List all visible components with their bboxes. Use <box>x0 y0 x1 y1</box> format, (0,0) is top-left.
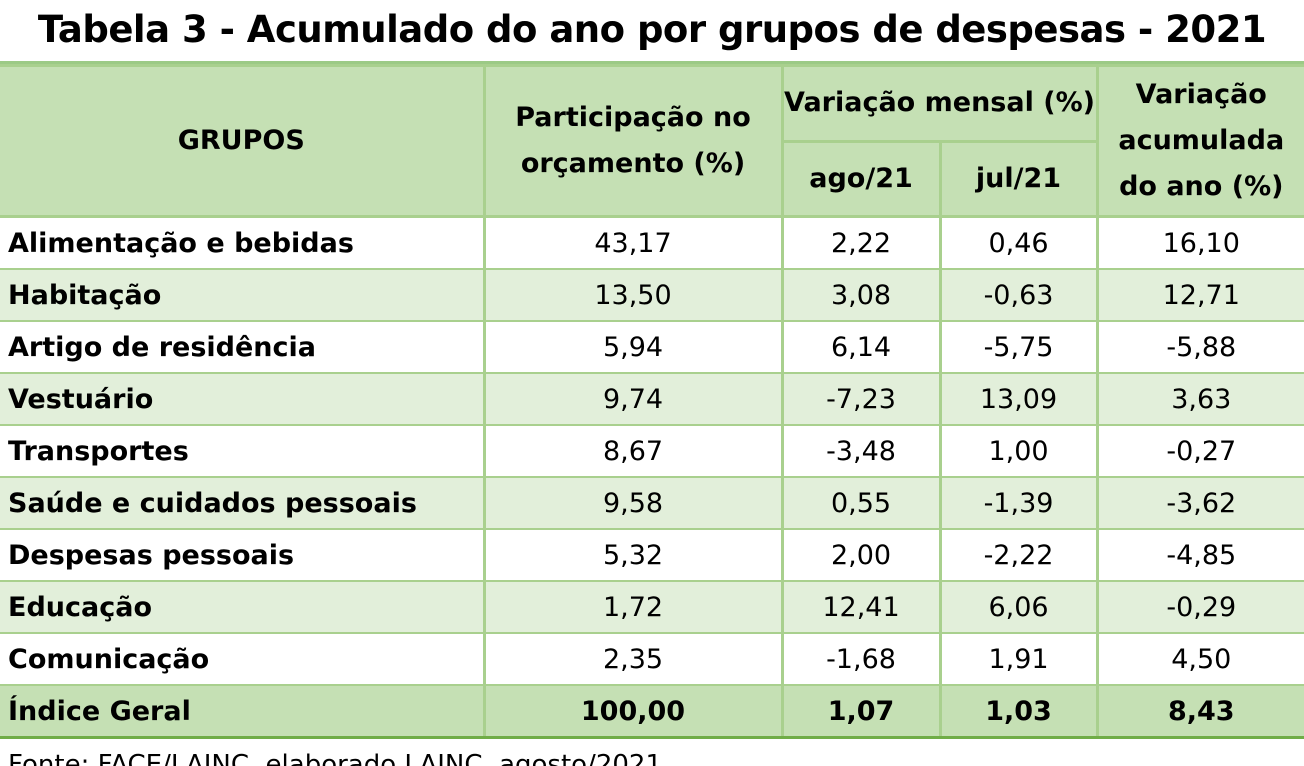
cell-participacao: 9,74 <box>482 373 784 426</box>
cell-grupo: Artigo de residência <box>0 321 486 374</box>
table-row: Transportes 8,67 -3,48 1,00 -0,27 <box>0 425 1304 478</box>
cell-acumulada: -0,29 <box>1095 581 1304 634</box>
header-jul21: jul/21 <box>938 140 1099 218</box>
cell-grupo: Vestuário <box>0 373 486 426</box>
cell-jul21: 0,46 <box>938 216 1099 270</box>
table-row: Alimentação e bebidas 43,17 2,22 0,46 16… <box>0 216 1304 270</box>
cell-grupo: Alimentação e bebidas <box>0 216 486 270</box>
cell-grupo: Despesas pessoais <box>0 529 486 582</box>
cell-grupo: Comunicação <box>0 633 486 686</box>
cell-grupo: Saúde e cuidados pessoais <box>0 477 486 530</box>
cell-acumulada: 16,10 <box>1095 216 1304 270</box>
header-grupos: GRUPOS <box>0 64 486 218</box>
header-acumulada-line3: do ano (%) <box>1119 171 1284 202</box>
cell-ago21: 0,55 <box>780 477 942 530</box>
cell-jul21: 6,06 <box>938 581 1099 634</box>
header-participacao-line1: Participação no <box>515 102 751 133</box>
expenses-table: GRUPOS Participação no orçamento (%) Var… <box>0 64 1304 739</box>
cell-acumulada: -5,88 <box>1095 321 1304 374</box>
total-row: Índice Geral 100,00 1,07 1,03 8,43 <box>0 685 1304 739</box>
cell-acumulada: 12,71 <box>1095 269 1304 322</box>
cell-acumulada: 4,50 <box>1095 633 1304 686</box>
table-body: Alimentação e bebidas 43,17 2,22 0,46 16… <box>0 216 1304 739</box>
table-title: Tabela 3 - Acumulado do ano por grupos d… <box>0 0 1304 64</box>
table-row: Habitação 13,50 3,08 -0,63 12,71 <box>0 269 1304 322</box>
table-row: Educação 1,72 12,41 6,06 -0,29 <box>0 581 1304 634</box>
cell-ago21: 2,22 <box>780 216 942 270</box>
cell-ago21: 12,41 <box>780 581 942 634</box>
cell-participacao: 8,67 <box>482 425 784 478</box>
cell-jul21: 13,09 <box>938 373 1099 426</box>
cell-grupo: Transportes <box>0 425 486 478</box>
table-row: Despesas pessoais 5,32 2,00 -2,22 -4,85 <box>0 529 1304 582</box>
header-participacao-line2: orçamento (%) <box>520 148 746 179</box>
cell-acumulada: 3,63 <box>1095 373 1304 426</box>
cell-jul21: -2,22 <box>938 529 1099 582</box>
cell-participacao: 43,17 <box>482 216 784 270</box>
cell-participacao: 5,32 <box>482 529 784 582</box>
cell-acumulada-total: 8,43 <box>1095 685 1304 739</box>
header-acumulada-line1: Variação <box>1135 79 1267 110</box>
table-row: Artigo de residência 5,94 6,14 -5,75 -5,… <box>0 321 1304 374</box>
cell-ago21-total: 1,07 <box>780 685 942 739</box>
cell-ago21: 2,00 <box>780 529 942 582</box>
cell-ago21: 3,08 <box>780 269 942 322</box>
table-row: Vestuário 9,74 -7,23 13,09 3,63 <box>0 373 1304 426</box>
cell-participacao: 5,94 <box>482 321 784 374</box>
cell-ago21: -7,23 <box>780 373 942 426</box>
cell-jul21-total: 1,03 <box>938 685 1099 739</box>
header-acumulada-line2: acumulada <box>1118 125 1285 156</box>
cell-participacao: 1,72 <box>482 581 784 634</box>
cell-jul21: 1,00 <box>938 425 1099 478</box>
header-participacao: Participação no orçamento (%) <box>482 64 784 218</box>
cell-ago21: 6,14 <box>780 321 942 374</box>
table-header: GRUPOS Participação no orçamento (%) Var… <box>0 64 1304 218</box>
cell-jul21: -1,39 <box>938 477 1099 530</box>
header-variacao-mensal: Variação mensal (%) <box>780 64 1099 143</box>
cell-participacao-total: 100,00 <box>482 685 784 739</box>
cell-grupo: Educação <box>0 581 486 634</box>
cell-ago21: -3,48 <box>780 425 942 478</box>
source-note: Fonte: FACE/LAINC, elaborado LAINC, agos… <box>8 750 662 766</box>
cell-acumulada: -0,27 <box>1095 425 1304 478</box>
cell-grupo-total: Índice Geral <box>0 685 486 739</box>
cell-participacao: 13,50 <box>482 269 784 322</box>
cell-acumulada: -3,62 <box>1095 477 1304 530</box>
header-ago21: ago/21 <box>780 140 942 218</box>
cell-participacao: 9,58 <box>482 477 784 530</box>
cell-ago21: -1,68 <box>780 633 942 686</box>
cell-grupo: Habitação <box>0 269 486 322</box>
cell-jul21: 1,91 <box>938 633 1099 686</box>
header-variacao-acumulada: Variação acumulada do ano (%) <box>1095 64 1304 218</box>
table-row: Saúde e cuidados pessoais 9,58 0,55 -1,3… <box>0 477 1304 530</box>
cell-jul21: -5,75 <box>938 321 1099 374</box>
cell-acumulada: -4,85 <box>1095 529 1304 582</box>
table-row: Comunicação 2,35 -1,68 1,91 4,50 <box>0 633 1304 686</box>
cell-jul21: -0,63 <box>938 269 1099 322</box>
cell-participacao: 2,35 <box>482 633 784 686</box>
